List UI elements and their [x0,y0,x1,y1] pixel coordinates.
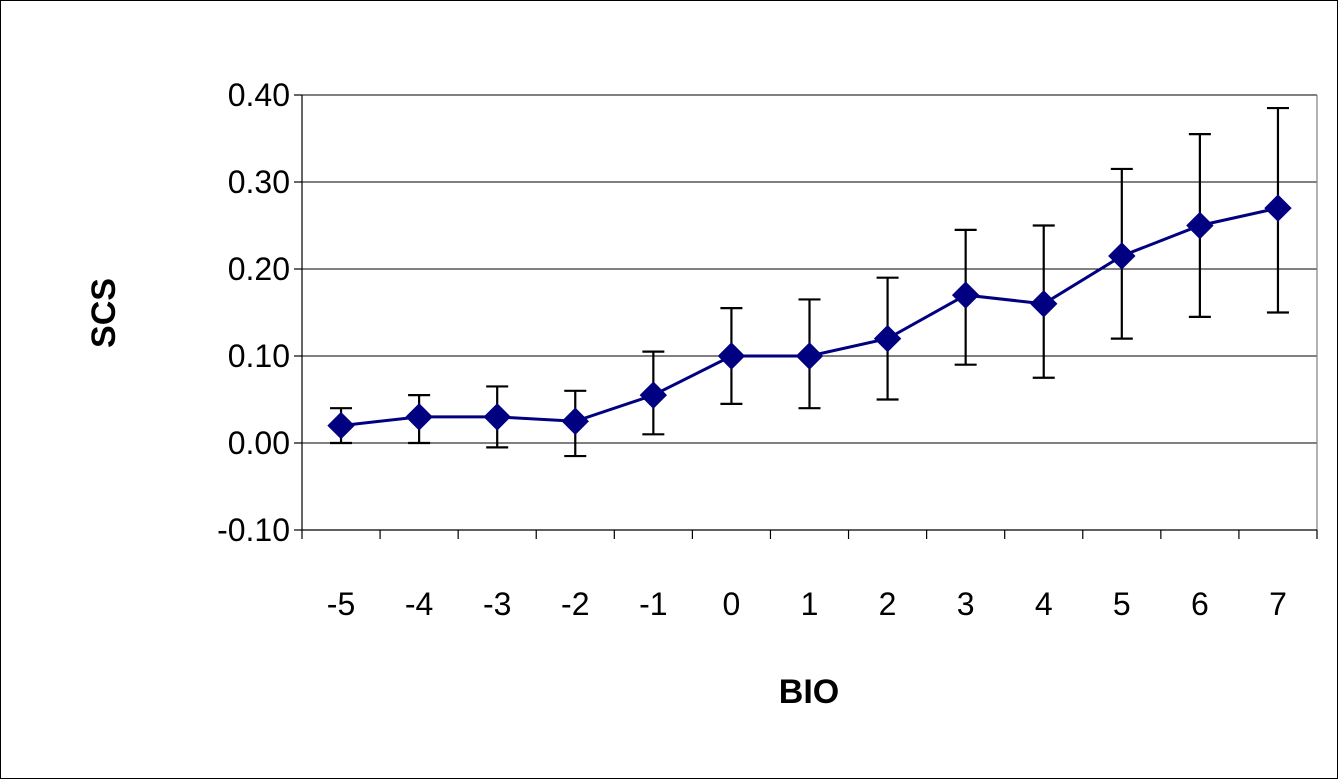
x-tick-label: -5 [327,586,355,622]
x-tick-label: 3 [957,586,975,622]
x-tick-label: -2 [561,586,589,622]
x-tick-label: 4 [1035,586,1053,622]
x-tick-label: 5 [1113,586,1131,622]
x-tick-label: -4 [405,586,433,622]
x-tick-label: -3 [483,586,511,622]
x-tick-label: 7 [1269,586,1287,622]
data-point [327,411,355,440]
x-tick-label: 1 [801,586,819,622]
axes [294,94,1318,539]
x-tick-labels: -5 -4 -3 -2 -1 0 1 2 3 4 5 6 7 [327,586,1287,622]
y-tick-label: 0.30 [228,164,290,200]
data-point [1186,211,1214,240]
x-tick-label: 2 [879,586,897,622]
gridlines [302,94,1317,444]
data-point [873,324,902,353]
x-tick-label: -1 [639,586,667,622]
data-point [1108,242,1136,270]
y-axis-title: SCS [85,278,123,348]
data-point [1030,290,1058,318]
data-point [951,281,980,309]
y-tick-label: 0.40 [228,77,290,113]
y-tick-label: 0.20 [228,251,290,287]
data-point [561,407,589,435]
y-tick-label: 0.10 [228,338,290,374]
y-tick-label: -0.10 [217,512,290,548]
data-point [795,342,824,370]
data-point [405,403,433,431]
data-markers [327,194,1292,440]
data-point [639,381,668,409]
data-point [483,403,511,431]
error-bars [330,106,1289,458]
x-tick-label: 6 [1191,586,1209,622]
y-tick-labels: -0.10 0.00 0.10 0.20 0.30 0.40 [217,77,290,548]
x-axis-title: BIO [779,673,839,711]
data-point [1264,194,1292,222]
x-tick-label: 0 [723,586,741,622]
data-point [717,342,746,370]
y-tick-label: 0.00 [228,425,290,461]
